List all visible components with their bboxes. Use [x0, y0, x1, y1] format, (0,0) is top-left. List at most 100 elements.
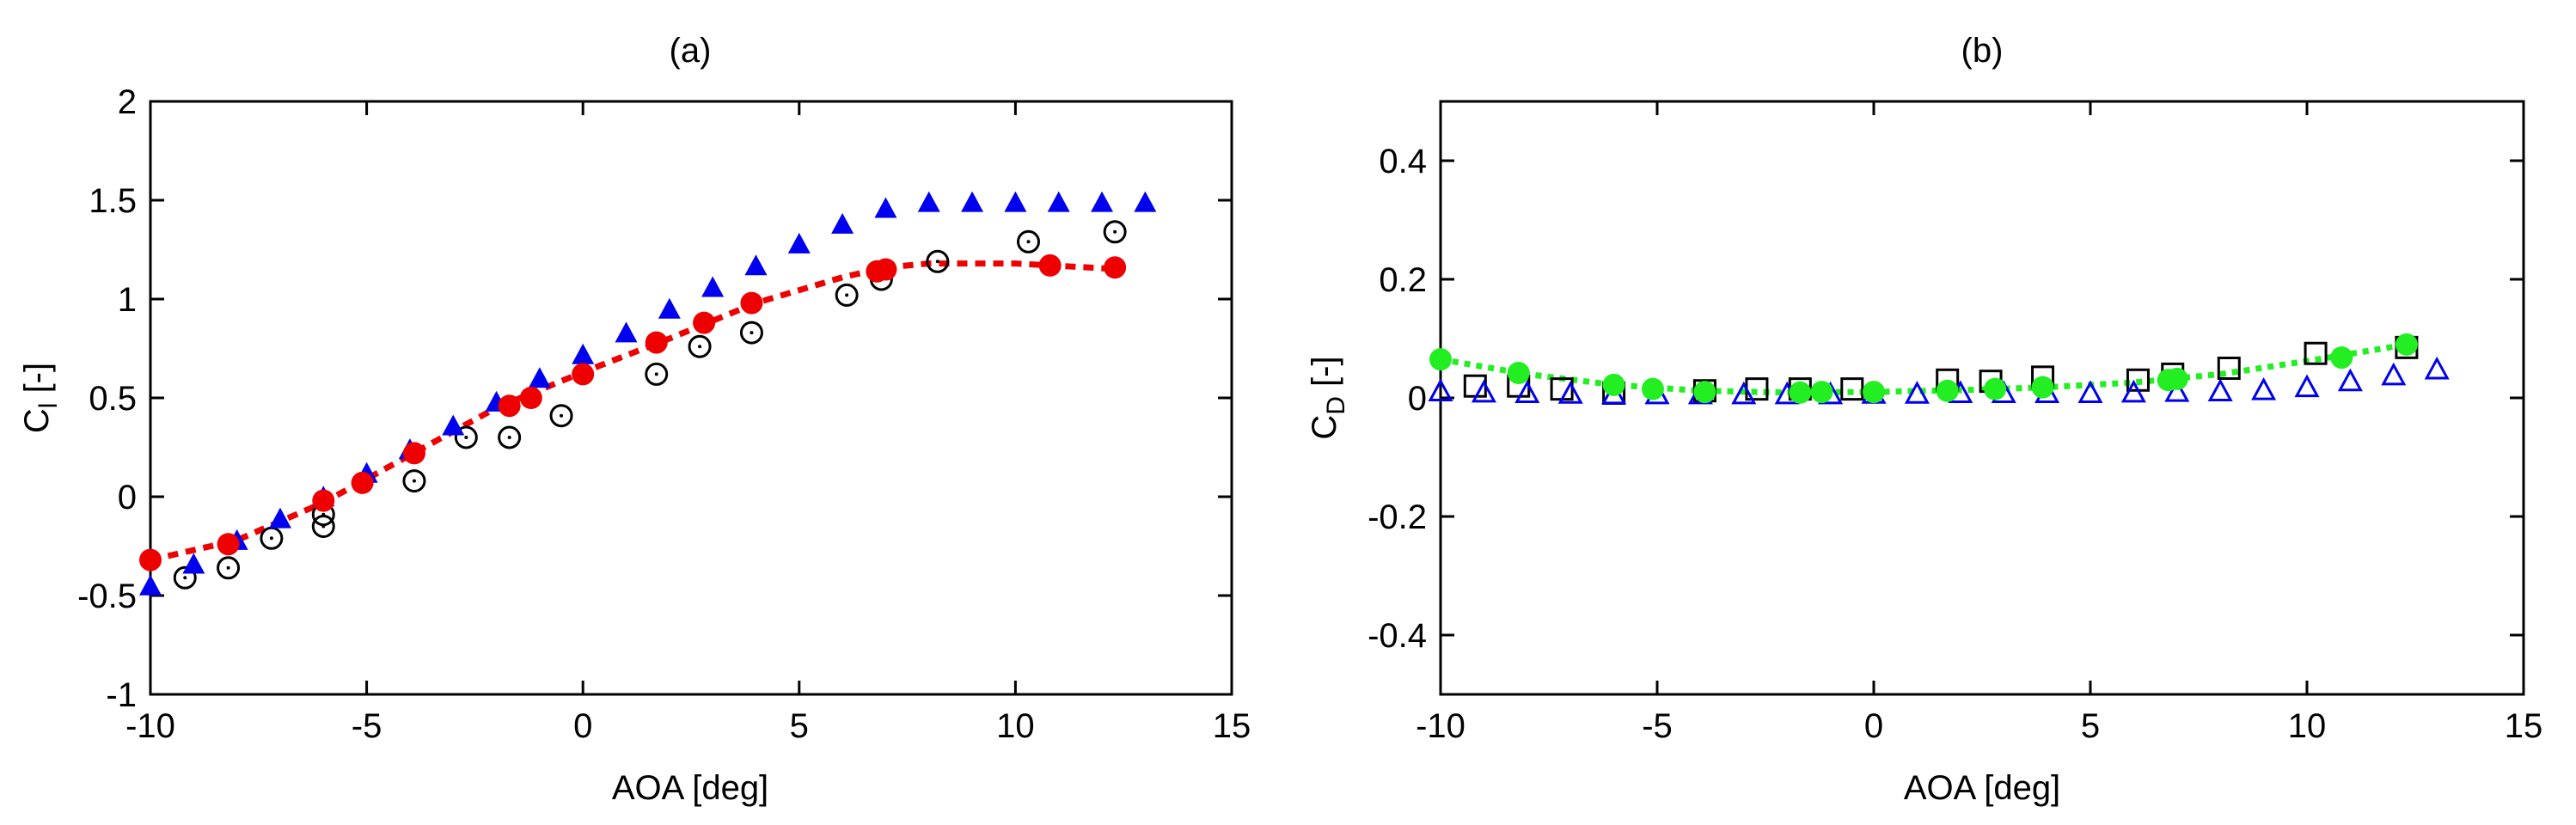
data-point-series-2 — [2077, 380, 2103, 404]
x-tick-label: -5 — [1642, 707, 1673, 745]
data-point-series-3 — [740, 291, 763, 315]
data-point-series-3 — [402, 442, 425, 465]
x-tick-label: 15 — [1213, 707, 1251, 745]
data-point-series-1-center — [560, 413, 564, 418]
data-point-series-3 — [874, 258, 897, 281]
data-point-series-1 — [549, 404, 573, 428]
data-point-series-2 — [2164, 379, 2190, 402]
panel-a-ylabel-sub: l — [34, 403, 63, 409]
panel-b-series — [1428, 333, 2450, 405]
panel-a-ylabel-main: C — [18, 408, 56, 433]
data-point-series-1-center — [750, 331, 754, 335]
data-point-series-3 — [519, 387, 542, 409]
data-point-series-2 — [701, 276, 725, 297]
data-point-series-2 — [874, 197, 897, 218]
data-point-series-2 — [1557, 381, 1583, 404]
data-point-series-2 — [2120, 379, 2146, 403]
data-point-series-1 — [454, 425, 478, 449]
data-point-series-1 — [1550, 377, 1574, 401]
y-tick-label: -0.5 — [77, 578, 137, 615]
panel-b-axes: -10 -5 0 5 10 15 -0.4 -0.2 0 0.2 0.4 — [1368, 100, 2543, 745]
data-point-series-3 — [139, 548, 162, 571]
data-point-series-3 — [1429, 348, 1452, 371]
data-point-series-2 — [268, 507, 291, 529]
data-point-series-2 — [1134, 191, 1157, 212]
data-point-series-2 — [1428, 378, 1453, 401]
data-point-series-1-center — [654, 372, 658, 376]
data-point-series-3 — [351, 471, 374, 494]
data-point-series-1 — [645, 362, 669, 386]
data-point-series-3 — [572, 363, 595, 386]
x-tick-label: 5 — [790, 707, 809, 745]
data-point-series-1-center — [321, 524, 326, 529]
fit-line-series-4 — [1440, 341, 2408, 396]
y-tick-label: 1 — [118, 281, 137, 319]
y-tick-label: 1.5 — [89, 182, 137, 220]
data-point-series-1 — [835, 283, 859, 307]
x-tick-label: -10 — [1416, 707, 1465, 745]
data-point-series-1-center — [269, 536, 273, 541]
data-point-series-3 — [498, 394, 521, 418]
panel-a-xlabel: AOA [deg] — [612, 769, 768, 807]
data-point-series-3 — [1641, 377, 1664, 400]
data-point-series-2 — [1004, 191, 1027, 212]
data-point-series-2 — [528, 367, 551, 388]
data-point-series-2 — [1091, 191, 1114, 212]
data-point-series-1 — [402, 469, 426, 493]
x-tick-label: 5 — [2081, 707, 2100, 745]
data-point-series-1 — [1016, 229, 1040, 254]
data-point-series-3 — [1693, 381, 1716, 404]
data-point-series-1 — [311, 515, 335, 538]
panel-b-ylabel-sub: D — [1322, 396, 1350, 415]
x-tick-label: 0 — [1864, 707, 1883, 745]
y-tick-label: -0.4 — [1368, 617, 1427, 655]
data-point-series-1 — [739, 321, 763, 345]
data-point-series-3 — [1602, 373, 1625, 396]
x-tick-label: 15 — [2505, 707, 2543, 745]
data-point-series-2 — [1047, 191, 1070, 212]
data-point-series-1-center — [412, 479, 416, 483]
data-point-series-3 — [1863, 381, 1885, 404]
data-point-series-2 — [917, 191, 940, 212]
data-point-series-3 — [312, 489, 335, 512]
data-point-series-1 — [1103, 220, 1127, 244]
data-point-series-2 — [1904, 381, 1930, 404]
data-point-series-1-center — [1113, 229, 1117, 234]
x-tick-label: 10 — [996, 707, 1035, 745]
data-point-series-2 — [1514, 380, 1540, 404]
panel-a-series — [139, 191, 1157, 596]
y-tick-label: -1 — [106, 676, 137, 714]
panel-b-chart: (b) -10 -5 0 5 10 15 -0.4 -0.2 0 0.2 0.4 AOA [deg]… — [1306, 32, 2542, 807]
y-tick-label: 0.2 — [1379, 261, 1427, 299]
y-tick-label: 0 — [118, 479, 137, 516]
data-point-series-3 — [1936, 379, 1959, 402]
data-point-series-2 — [615, 321, 638, 343]
y-tick-label: 0.4 — [1379, 143, 1427, 180]
data-point-series-1 — [2304, 341, 2328, 365]
data-point-series-3 — [1104, 256, 1127, 279]
data-point-series-1-center — [845, 293, 849, 297]
plot-frame — [149, 100, 1233, 696]
data-point-series-3 — [1038, 254, 1062, 277]
data-point-series-3 — [2395, 333, 2418, 356]
data-point-series-3 — [1810, 381, 1833, 404]
panel-b-xlabel: AOA [deg] — [1904, 769, 2060, 807]
data-point-series-1-center — [226, 565, 230, 570]
data-point-series-2 — [2207, 378, 2233, 401]
panel-b-ylabel-main: C — [1306, 415, 1343, 440]
data-point-series-1-center — [464, 436, 468, 439]
data-point-series-1-center — [698, 345, 702, 349]
panel-a-ylabel-unit: [-] — [18, 363, 56, 403]
data-point-series-3 — [2330, 346, 2353, 370]
panel-b-ylabel: CD [-] — [1306, 356, 1350, 439]
data-point-series-3 — [1507, 362, 1530, 385]
panel-b-title: (b) — [1961, 32, 2004, 70]
data-point-series-2 — [182, 553, 205, 574]
y-tick-label: 0.5 — [89, 380, 137, 418]
panel-a-ylabel: Cl [-] — [18, 363, 63, 433]
data-point-series-2 — [658, 297, 681, 319]
x-tick-label: -10 — [125, 707, 175, 745]
data-point-series-1-center — [1026, 240, 1031, 244]
data-point-series-2 — [961, 191, 984, 212]
